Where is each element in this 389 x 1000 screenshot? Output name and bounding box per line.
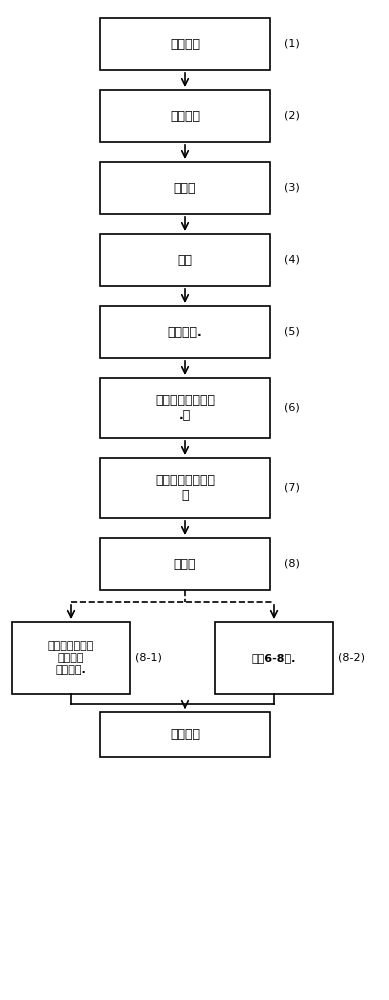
Bar: [100, 538, 270, 590]
Bar: [100, 234, 270, 286]
Text: 相爱者: 相爱者: [174, 558, 196, 570]
Text: (3): (3): [284, 183, 300, 193]
Bar: [215, 622, 333, 694]
Text: 农庄作物: 农庄作物: [170, 37, 200, 50]
Text: (8): (8): [284, 559, 300, 569]
Text: 锄草消毒: 锄草消毒: [170, 109, 200, 122]
Text: (7): (7): [284, 483, 300, 493]
Text: 按向造孔.: 按向造孔.: [168, 326, 202, 338]
Bar: [100, 458, 270, 518]
Text: 离情坡: 离情坡: [174, 182, 196, 194]
Text: (8-1): (8-1): [135, 653, 162, 663]
Bar: [100, 378, 270, 438]
Text: 食物搬小搬运到餐
具: 食物搬小搬运到餐 具: [155, 474, 215, 502]
Text: 每年6-8月.: 每年6-8月.: [252, 653, 296, 663]
Text: 冲早: 冲早: [177, 253, 193, 266]
Text: (2): (2): [284, 111, 300, 121]
Bar: [100, 18, 270, 70]
Bar: [100, 162, 270, 214]
Text: (1): (1): [284, 39, 300, 49]
Text: (4): (4): [284, 255, 300, 265]
Text: 无爱可挑: 无爱可挑: [170, 728, 200, 741]
Bar: [100, 90, 270, 142]
Bar: [100, 712, 270, 757]
Text: (6): (6): [284, 403, 300, 413]
Text: 大木搞市中心区
零散农村
偏僻山区.: 大木搞市中心区 零散农村 偏僻山区.: [48, 641, 94, 675]
Text: (8-2): (8-2): [338, 653, 365, 663]
Text: 不充足大块成品包
.装: 不充足大块成品包 .装: [155, 394, 215, 422]
Text: (5): (5): [284, 327, 300, 337]
Bar: [100, 306, 270, 358]
Bar: [12, 622, 130, 694]
